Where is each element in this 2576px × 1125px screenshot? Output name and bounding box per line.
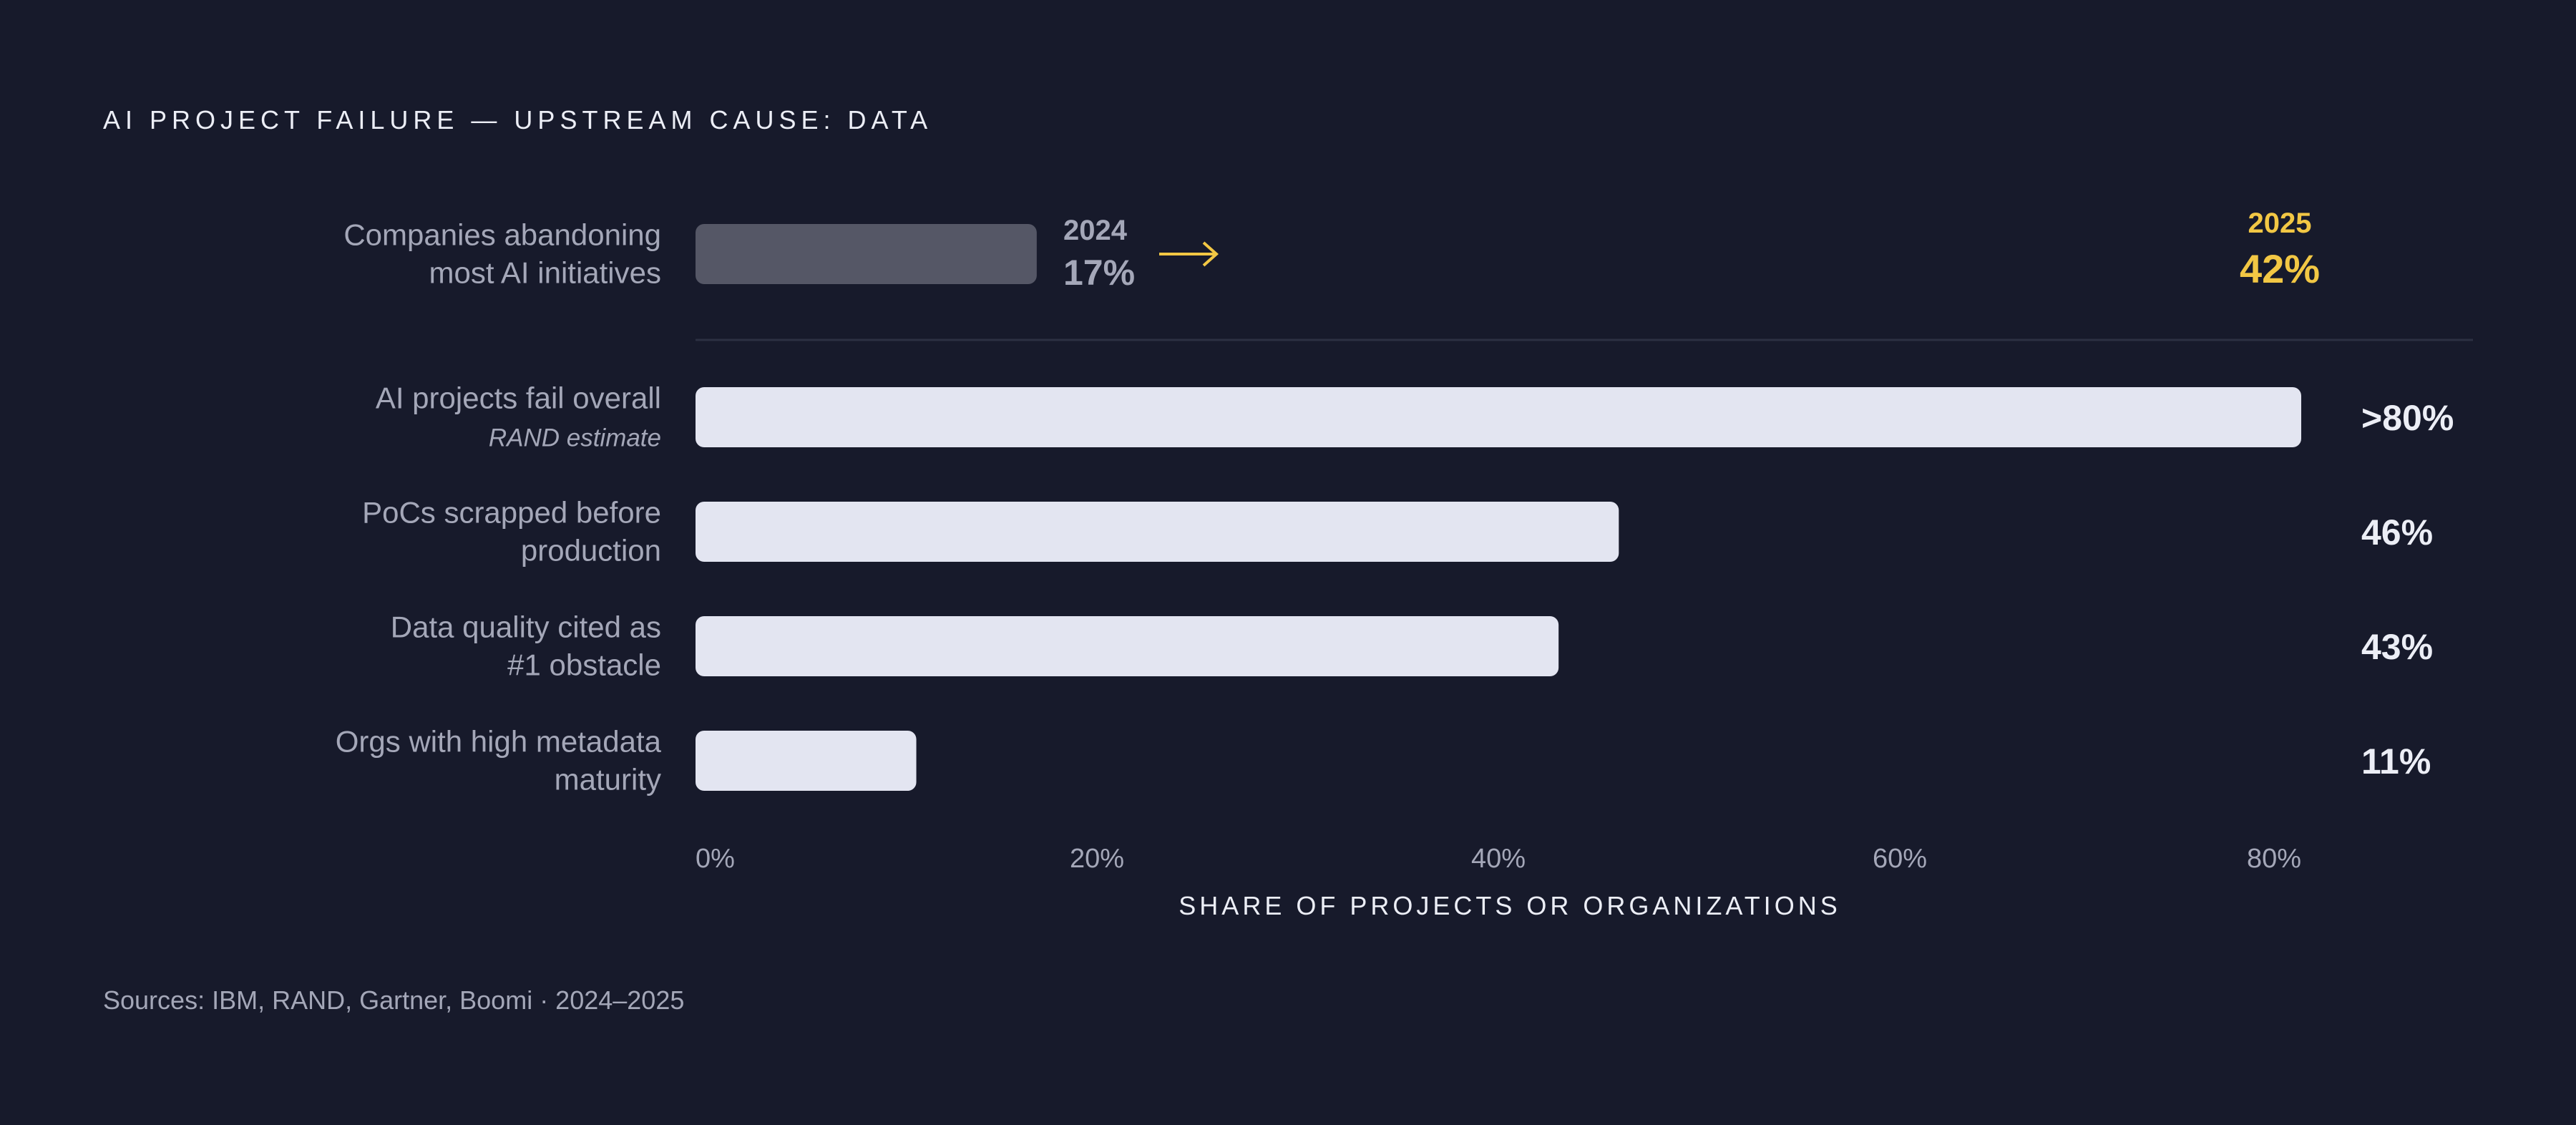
bar-label-2-line-1: PoCs scrapped before (362, 496, 661, 530)
comparison-to-value: 42% (2240, 246, 2320, 291)
x-tick-label-5: 80% (2247, 844, 2301, 874)
bar-value-1: >80% (2361, 398, 2454, 438)
bar-3 (696, 616, 1559, 676)
comparison-to-year: 2025 (2248, 208, 2312, 239)
x-axis-label: SHARE OF PROJECTS OR ORGANIZATIONS (1179, 891, 1840, 920)
x-tick-label-2: 20% (1070, 844, 1124, 874)
bar-4 (696, 731, 917, 791)
x-tick-label-4: 60% (1873, 844, 1927, 874)
bar-label-1-sublabel: RAND estimate (489, 424, 661, 452)
comparison-bar-2024 (696, 224, 1037, 284)
comparison-from-year: 2024 (1063, 215, 1128, 246)
bar-label-3-line-2: #1 obstacle (507, 648, 661, 682)
bars-group: AI projects fail overall RAND estimate >80… (336, 381, 2454, 797)
bar-label-1-line-1: AI projects fail overall (376, 381, 661, 415)
bar-label-4-line-1: Orgs with high metadata (336, 725, 662, 759)
arrow-right-icon (1159, 241, 1219, 267)
bar-2 (696, 502, 1619, 562)
x-tick-label-1: 0% (696, 844, 735, 874)
bar-value-3: 43% (2361, 627, 2433, 667)
bar-value-4: 11% (2361, 741, 2431, 781)
x-axis-ticks: 0% 20% 40% 60% 80% (696, 844, 2301, 874)
bar-label-2-line-2: production (521, 534, 661, 568)
chart-title: AI PROJECT FAILURE — UPSTREAM CAUSE: DAT… (103, 105, 932, 135)
x-tick-label-3: 40% (1471, 844, 1526, 874)
bar-label-4-line-2: maturity (555, 763, 661, 797)
source-note: Sources: IBM, RAND, Gartner, Boomi · 202… (103, 985, 684, 1015)
comparison-label-line-2: most AI initiatives (429, 256, 661, 290)
comparison-from-value: 17% (1063, 253, 1135, 293)
bar-label-3-line-1: Data quality cited as (391, 610, 661, 644)
bar-value-2: 46% (2361, 512, 2433, 552)
comparison-label-line-1: Companies abandoning (343, 218, 661, 252)
bar-1 (696, 387, 2301, 447)
comparison-group: Companies abandoning most AI initiatives 2… (343, 208, 2320, 293)
